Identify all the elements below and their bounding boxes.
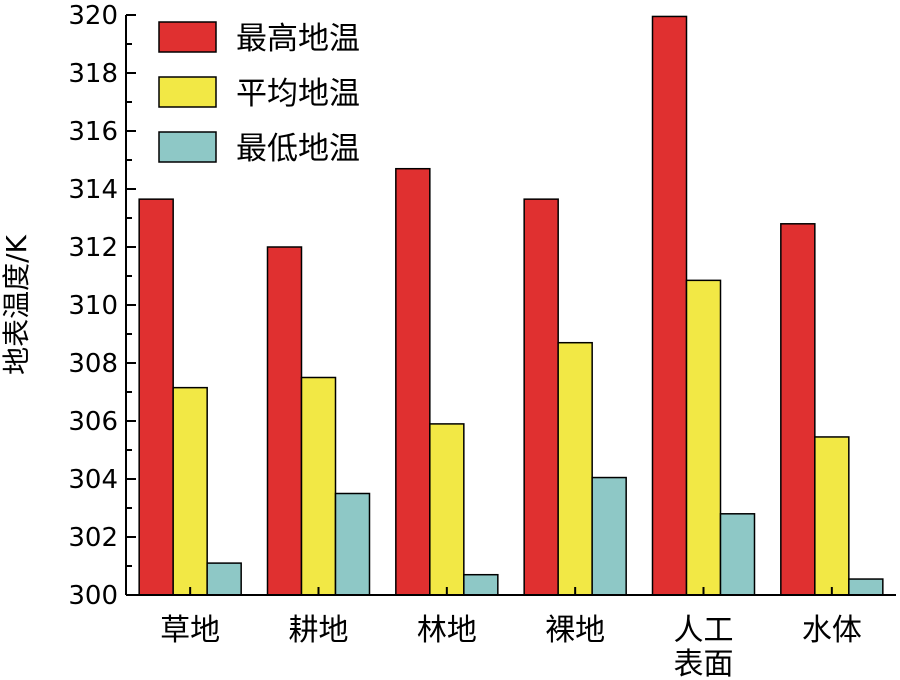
y-tick-label: 312 <box>68 233 118 263</box>
bar-1-4 <box>523 198 559 596</box>
y-tick-label: 300 <box>68 581 118 611</box>
y-tick-label: 308 <box>68 349 118 379</box>
x-category-label: 耕地 <box>289 613 349 648</box>
bar-1-2 <box>266 246 303 596</box>
bar-3-6 <box>848 578 884 596</box>
y-ticks-group: 300 302 304 306 308 310 312 314 316 318 320 <box>68 1 136 611</box>
bar-2-2 <box>300 376 337 596</box>
x-category-label: 表面 <box>674 647 734 680</box>
bar-2-3 <box>429 423 465 596</box>
y-tick-label: 306 <box>68 407 118 437</box>
x-category-label: 林地 <box>417 613 477 648</box>
bar-3-4 <box>591 476 627 596</box>
bar-1-6 <box>780 223 816 596</box>
bar-3-1 <box>206 562 242 596</box>
bar-3-3 <box>463 573 499 596</box>
y-tick-label: 314 <box>68 175 118 205</box>
y-tick-label: 316 <box>68 117 118 147</box>
x-category-label: 水体 <box>802 613 862 648</box>
y-tick-label: 310 <box>68 291 118 321</box>
bar-1-1 <box>138 198 174 596</box>
bar-1-5 <box>651 15 688 596</box>
x-category-label: 人工 <box>674 613 734 648</box>
y-tick-label: 304 <box>68 465 118 495</box>
bar-2-1 <box>172 386 208 596</box>
legend-swatch-3 <box>158 131 217 163</box>
y-tick-label: 302 <box>68 523 118 553</box>
bar-2-6 <box>814 436 850 596</box>
legend-swatch-1 <box>158 21 217 53</box>
bar-3-2 <box>334 492 371 596</box>
x-category-label: 裸地 <box>545 613 605 648</box>
legend-label-3: 最低地温 <box>236 131 360 167</box>
bar-3-5 <box>719 513 756 596</box>
x-category-label: 草地 <box>160 613 220 648</box>
bars-group <box>138 15 884 596</box>
bar-2-5 <box>685 279 722 596</box>
legend-label-2: 平均地温 <box>236 76 360 112</box>
y-tick-label: 320 <box>68 1 118 31</box>
y-tick-label: 318 <box>68 59 118 89</box>
y-axis-title: 地表温度/K <box>0 234 33 374</box>
bar-1-3 <box>395 167 431 596</box>
legend-swatch-2 <box>158 76 217 108</box>
bar-2-4 <box>557 341 593 596</box>
legend-label-1: 最高地温 <box>236 21 360 57</box>
